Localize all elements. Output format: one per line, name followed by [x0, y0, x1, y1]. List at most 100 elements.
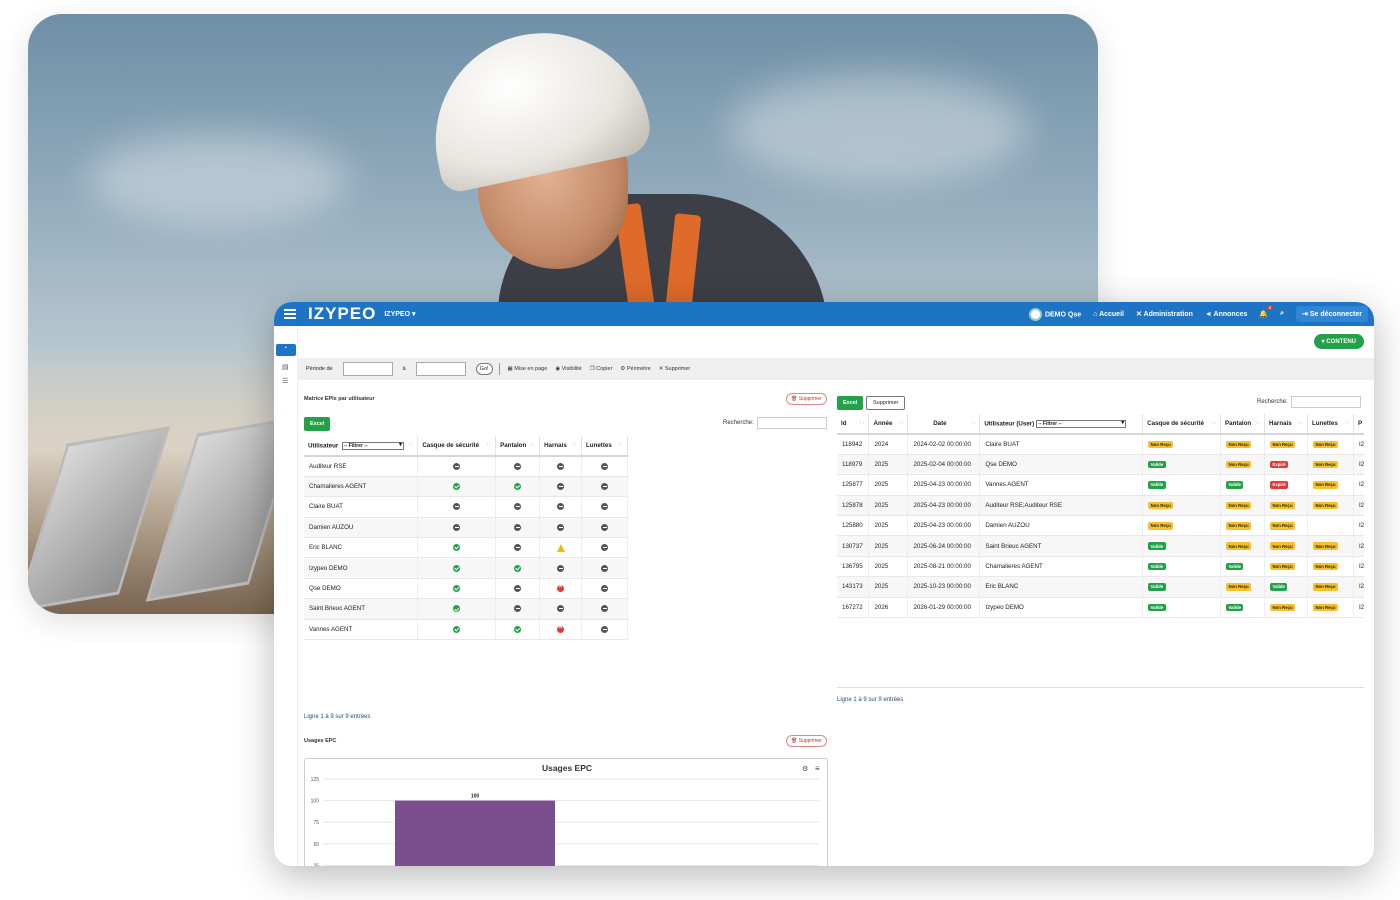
logout-button[interactable]: ⇥ Se déconnecter — [1296, 306, 1368, 322]
table-row[interactable]: 136795 2025 2025-08-21 00:00:00 Chamalie… — [837, 556, 1364, 578]
status-badge: Non Reçu — [1226, 460, 1252, 469]
gear-icon[interactable]: ⚙ — [802, 766, 809, 773]
table-row[interactable]: 130737 2025 2025-06-24 00:00:00 Saint Br… — [837, 535, 1364, 557]
list-icon[interactable]: ☰ — [282, 378, 289, 385]
col-annee[interactable]: Année ↑↓ — [868, 414, 909, 435]
matrix-excel-button[interactable]: Excel — [304, 417, 331, 431]
y-tick-label: 75 — [313, 820, 319, 826]
table-row[interactable]: 143173 2025 2025-10-23 00:00:00 Eric BLA… — [837, 576, 1364, 598]
visibilite-button[interactable]: ◉ Visibilité — [555, 366, 582, 372]
row-id-cell: 143173 — [837, 576, 870, 598]
status-badge: Valide — [1148, 603, 1166, 612]
col-casque[interactable]: Casque de sécurité ↑↓ — [417, 436, 497, 457]
status-badge: Non Reçu — [1270, 521, 1296, 530]
col-pantalon[interactable]: Pantalon ↑↓ — [495, 436, 541, 457]
org-dropdown[interactable]: IZYPEO ▾ — [384, 311, 416, 318]
menu-icon[interactable] — [284, 309, 296, 319]
user-menu[interactable]: DEMO Qse — [1028, 307, 1081, 321]
matrix-search-input[interactable] — [756, 417, 827, 429]
copier-button[interactable]: ❐ Copier — [589, 366, 613, 372]
chart-title: Usages EPC — [541, 763, 593, 773]
status-cell: Non Reçu — [1264, 495, 1308, 517]
epc-chart: Usages EPC ⚙ ≡ 125 100 75 50 25 100 — [304, 758, 828, 866]
table-row[interactable]: Saint Brieuc AGENT — [304, 598, 628, 620]
status-cell — [417, 496, 497, 518]
col-id[interactable]: Id ↑↓ — [837, 414, 870, 435]
status-cell — [417, 517, 497, 539]
table-row[interactable]: Izypeo DEMO — [304, 557, 628, 579]
check-circle-icon — [453, 564, 461, 572]
y-tick-label: 125 — [311, 777, 320, 783]
epc-delete-button[interactable]: 🗑 Supprimer — [786, 735, 827, 747]
row-p-cell: I2 — [1353, 576, 1364, 598]
table-row[interactable]: Eric BLANC — [304, 537, 628, 559]
detail-search-input[interactable] — [1290, 396, 1361, 408]
contenu-button[interactable]: ▾ CONTENU — [1313, 334, 1364, 349]
col-lunettes[interactable]: Lunettes ↑↓ — [1307, 414, 1354, 435]
mise-en-page-button[interactable]: ▦ Mise en page — [507, 366, 548, 372]
detail-delete-button[interactable]: Supprimer — [866, 396, 906, 410]
status-badge: Valide — [1226, 603, 1244, 612]
period-start-input[interactable] — [342, 362, 393, 376]
table-row[interactable]: Damien AUZOU — [304, 517, 628, 539]
minus-circle-icon — [557, 605, 565, 613]
go-button[interactable]: Go! — [475, 363, 493, 375]
check-circle-icon — [514, 483, 522, 491]
clipboard-icon[interactable]: ▤ — [282, 364, 289, 371]
status-cell: Valide — [1142, 597, 1222, 619]
table-row[interactable]: 125878 2025 2025-04-23 00:00:00 Auditeur… — [837, 495, 1364, 517]
table-row[interactable]: Vannes AGENT — [304, 619, 628, 641]
table-row[interactable]: Chamalieres AGENT — [304, 476, 628, 498]
nav-annonces[interactable]: ◄ Annonces — [1204, 310, 1248, 318]
check-circle-icon — [514, 564, 522, 572]
notifications-button[interactable]: 🔔 2 — [1259, 305, 1274, 318]
row-annee-cell: 2025 — [868, 535, 909, 557]
table-row[interactable]: 118942 2024 2024-02-02 00:00:00 Claire B… — [837, 434, 1364, 455]
table-row[interactable]: 167272 2026 2026-01-29 00:00:00 Izypeo D… — [837, 597, 1364, 619]
table-row[interactable]: Auditeur RSE — [304, 456, 628, 477]
detail-excel-button[interactable]: Excel — [837, 396, 864, 410]
matrix-search: Recherche: — [723, 417, 827, 429]
col-utilisateur[interactable]: Utilisateur -- Filtrer --↑↓ — [304, 436, 419, 457]
col-p[interactable]: P — [1353, 414, 1364, 435]
col-harnais[interactable]: Harnais ↑↓ — [539, 436, 583, 457]
search-icon[interactable]: ⌕ — [1280, 310, 1285, 317]
minus-circle-icon — [514, 523, 522, 531]
minus-circle-icon — [601, 584, 608, 592]
minus-circle-icon — [601, 564, 608, 572]
table-row[interactable]: Claire BUAT — [304, 496, 628, 518]
status-cell — [539, 537, 583, 559]
perimetre-button[interactable]: ⚙ Périmètre — [620, 366, 651, 372]
col-date[interactable]: Date ↑↓ — [907, 414, 981, 435]
hamburger-menu-icon[interactable]: ≡ — [815, 764, 820, 773]
home-icon: ⌂ — [1093, 310, 1098, 318]
status-badge: Non Reçu — [1312, 583, 1339, 591]
detail-table-wrapper: Id ↑↓ Année ↑↓ Date ↑↓ Utilisateur (User) --… — [837, 414, 1364, 622]
col-pantalon[interactable]: Pantalon ↑↓ — [1220, 414, 1266, 435]
col-lunettes[interactable]: Lunettes ↑↓ — [581, 436, 628, 457]
table-row[interactable]: Qse DEMO — [304, 578, 628, 600]
table-row[interactable]: 118979 2025 2025-02-04 00:00:00 Qse DEMO… — [837, 454, 1364, 476]
status-cell: Non Reçu — [1142, 515, 1222, 537]
user-filter-select[interactable]: -- Filtrer -- — [1036, 419, 1127, 428]
matrix-delete-button[interactable]: 🗑 Supprimer — [786, 393, 827, 405]
status-cell — [417, 578, 497, 600]
table-row[interactable]: 125877 2025 2025-04-23 00:00:00 Vannes A… — [837, 474, 1364, 496]
row-date-cell: 2025-02-04 00:00:00 — [907, 454, 981, 476]
nav-administration[interactable]: ✕ Administration — [1135, 311, 1193, 318]
col-casque[interactable]: Casque de sécurité ↑↓ — [1142, 414, 1222, 435]
table-row[interactable]: 125880 2025 2025-04-23 00:00:00 Damien A… — [837, 515, 1364, 537]
supprimer-button[interactable]: ✕ Supprimer — [658, 366, 691, 372]
col-harnais[interactable]: Harnais ↑↓ — [1264, 414, 1308, 435]
period-end-input[interactable] — [415, 362, 466, 376]
matrix-header-row: Utilisateur -- Filtrer --↑↓ Casque de sé… — [304, 436, 628, 457]
status-badge: Valide — [1148, 481, 1166, 489]
nav-accueil[interactable]: ⌂ Accueil — [1093, 310, 1124, 318]
col-utilisateur-user[interactable]: Utilisateur (User) -- Filtrer -- — [979, 414, 1144, 435]
app-logo[interactable]: IZYPEO — [308, 304, 377, 323]
chart-bar[interactable] — [395, 800, 555, 866]
sidebar-item-dashboard[interactable]: ◔ — [276, 344, 296, 356]
tools-icon: ✕ — [1135, 311, 1142, 318]
user-filter-select[interactable]: -- Filtrer -- — [342, 441, 404, 450]
minus-circle-icon — [557, 483, 565, 491]
